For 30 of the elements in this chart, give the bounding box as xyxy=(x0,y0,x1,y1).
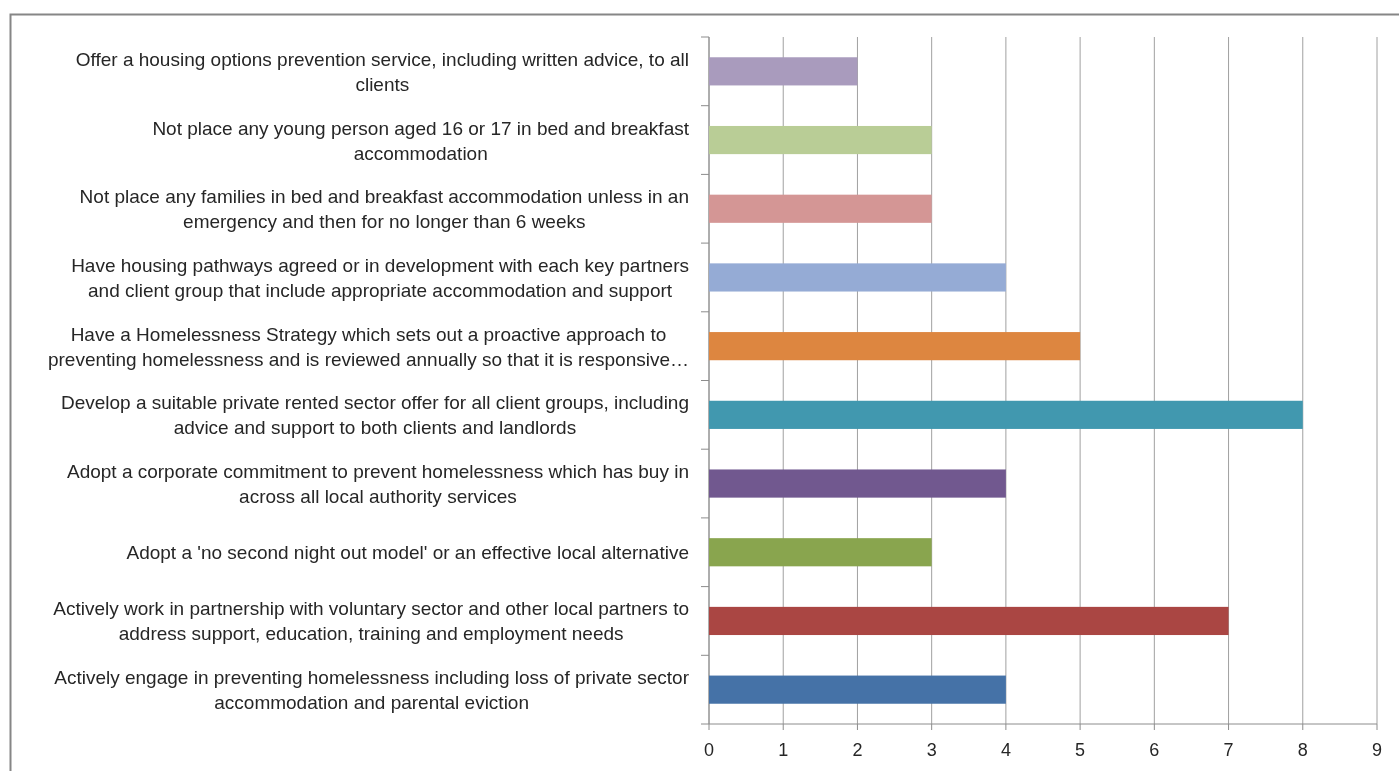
y-tick-label: Have a Homelessness Strategy which sets out a proactive approach to preventing homelessness and is reviewed annually so that it is responsive… xyxy=(47,323,690,370)
x-tick-label: 1 xyxy=(778,740,789,760)
x-tick-label: 4 xyxy=(1000,740,1011,760)
bar xyxy=(709,332,1081,361)
x-tick-label: 9 xyxy=(1371,740,1383,760)
bar xyxy=(709,606,1229,636)
y-tick-label: Adopt a 'no second night out model' or an effective local alternative xyxy=(126,541,690,563)
x-tick-label: 2 xyxy=(852,740,863,760)
bar xyxy=(709,538,932,567)
y-tick-label: Actively work in partnership with voluntary sector and other local partners to address support, education, training and employment needs xyxy=(53,597,690,644)
bar xyxy=(709,125,932,155)
y-tick-label: Actively engage in preventing homelessness including loss of private sector accommodation and parental eviction xyxy=(54,666,690,713)
x-tick-label: 5 xyxy=(1075,740,1086,760)
y-tick-label: Develop a suitable private rented sector offer for all client groups, including advice and support to both clients and landlords xyxy=(60,391,689,438)
y-tick-label: Not place any families in bed and breakfast accommodation unless in an emergency and then for no longer than 6 weeks xyxy=(79,185,689,232)
bar xyxy=(709,57,858,86)
bar xyxy=(709,263,1006,292)
y-tick-label: Have housing pathways agreed or in development with each key partners and client group that include appropriate accommodation and support xyxy=(71,254,690,301)
x-tick-label: 8 xyxy=(1297,740,1308,760)
y-tick-label: Adopt a corporate commitment to prevent homelessness which has buy in across all local authority services xyxy=(66,460,690,507)
bar xyxy=(709,194,932,223)
bar xyxy=(709,469,1006,498)
x-tick-label: 7 xyxy=(1223,740,1234,760)
x-tick-label: 0 xyxy=(703,740,715,760)
y-tick-label: Not place any young person aged 16 or 17 in bed and breakfast accommodation xyxy=(152,117,690,164)
bar xyxy=(709,400,1303,429)
y-tick-label: Offer a housing options prevention service, including written advice, to all clients xyxy=(75,48,690,95)
x-tick-label: 6 xyxy=(1149,740,1160,760)
bar xyxy=(709,675,1006,704)
x-tick-label: 3 xyxy=(926,740,937,760)
